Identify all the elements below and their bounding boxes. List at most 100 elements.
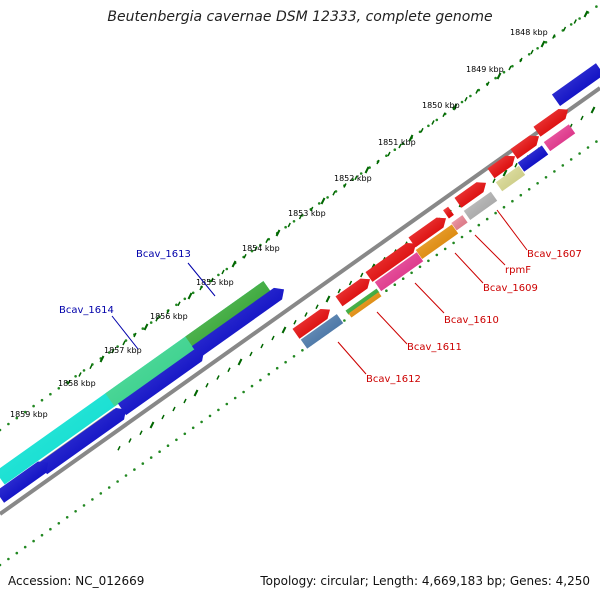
- scale-dot: [107, 486, 111, 489]
- genome-stats-text: Topology: circular; Length: 4,669,183 bp…: [260, 574, 590, 588]
- scale-dot: [259, 378, 262, 382]
- gene-red-g[interactable]: [365, 242, 416, 282]
- scale-dot: [275, 366, 279, 370]
- scale-dot: [494, 211, 497, 215]
- scale-dot: [15, 551, 19, 555]
- scale-dot: [460, 100, 464, 104]
- gene-blue-mid[interactable]: [517, 145, 549, 172]
- scale-dot: [393, 283, 397, 287]
- scale-dot: [301, 349, 304, 352]
- gene-red-c[interactable]: [487, 155, 515, 179]
- scale-dot: [7, 422, 10, 426]
- gene-blue-2[interactable]: [117, 349, 204, 416]
- gene-orange[interactable]: [415, 224, 459, 260]
- callout-bcav_1609: Bcav_1609: [454, 252, 538, 294]
- scale-dot: [536, 182, 539, 185]
- gene-magenta-1610[interactable]: [374, 252, 424, 292]
- gene-blue-4[interactable]: [0, 461, 48, 503]
- gene-red-d[interactable]: [454, 182, 486, 208]
- gene-green-1611[interactable]: [345, 288, 380, 315]
- scale-dot: [0, 428, 2, 432]
- callout-bcav_1612: Bcav_1612: [337, 341, 421, 385]
- scale-dot: [133, 468, 136, 471]
- map-title: Beutenbergia cavernae DSM 12333, complet…: [107, 9, 493, 25]
- scale-dot: [435, 118, 439, 122]
- scale-dot: [401, 142, 405, 145]
- scale-dot: [460, 235, 464, 239]
- scale-dot: [175, 438, 178, 442]
- scale-dot: [578, 152, 581, 155]
- gene-grey[interactable]: [463, 191, 498, 220]
- scale-dot: [553, 170, 556, 173]
- scale-dot: [284, 225, 287, 229]
- kbp-tick: [155, 292, 243, 388]
- scale-dot: [418, 265, 422, 269]
- gene-label-bcav_1609: Bcav_1609: [483, 283, 538, 294]
- scale-dot: [65, 516, 69, 519]
- scale-dot: [519, 193, 523, 197]
- scale-dot: [326, 196, 329, 199]
- scale-dot: [502, 70, 506, 74]
- gene-red-e[interactable]: [443, 206, 454, 219]
- gene-features: [0, 63, 600, 503]
- accession-text: Accession: NC_012669: [8, 574, 145, 588]
- kbp-label: 1851 kbp: [378, 138, 416, 147]
- gene-orange-1611[interactable]: [348, 292, 382, 318]
- kbp-label: 1858 kbp: [58, 379, 96, 388]
- scale-dot: [149, 321, 153, 324]
- scale-dot: [91, 498, 94, 501]
- scale-dot: [536, 47, 539, 50]
- scale-dot: [225, 267, 229, 271]
- gene-steelblue-1612[interactable]: [300, 314, 344, 349]
- kbp-label: 1853 kbp: [288, 209, 326, 218]
- gene-red-i[interactable]: [292, 309, 330, 339]
- gene-blue-1[interactable]: [191, 287, 284, 358]
- gene-red-a[interactable]: [533, 109, 568, 137]
- kbp-label: 1859 kbp: [10, 410, 48, 419]
- gene-yellow[interactable]: [495, 165, 526, 192]
- kbp-tick: [199, 260, 287, 357]
- scale-dot: [32, 539, 35, 543]
- scale-dot: [57, 522, 61, 525]
- gene-label-bcav_1607: Bcav_1607: [527, 249, 582, 260]
- kbp-label: 1854 kbp: [242, 244, 280, 253]
- scale-dot: [233, 396, 237, 400]
- scale-dot: [401, 277, 405, 281]
- gene-red-f[interactable]: [408, 217, 446, 248]
- scale-dot: [578, 17, 581, 20]
- gene-blue-3[interactable]: [38, 408, 126, 475]
- callout-bcav_1614: Bcav_1614: [59, 305, 139, 350]
- scale-dot: [183, 432, 187, 436]
- scale-dot: [0, 563, 2, 567]
- scale-dot: [292, 220, 296, 223]
- scale-dot: [242, 390, 245, 394]
- scale-dot: [469, 94, 472, 98]
- scale-dot: [158, 450, 161, 454]
- scale-dot: [393, 148, 397, 151]
- scale-dot: [40, 533, 44, 537]
- genome-backbone: [0, 86, 600, 516]
- scale-dot: [443, 247, 447, 251]
- scale-dot: [217, 273, 220, 277]
- gene-red-h[interactable]: [335, 278, 370, 307]
- scale-dot: [351, 178, 355, 181]
- scale-dot: [141, 327, 145, 330]
- gene-green-1613[interactable]: [185, 281, 273, 350]
- kbp-tick: [111, 323, 199, 420]
- gene-magenta-top[interactable]: [543, 124, 576, 152]
- scale-dot: [15, 416, 19, 420]
- scale-dot: [511, 199, 514, 203]
- scale-dot: [141, 462, 145, 465]
- scale-dot: [250, 384, 254, 388]
- scale-dot: [191, 426, 195, 430]
- gene-blue-top[interactable]: [551, 63, 600, 106]
- scale-dot: [225, 402, 229, 406]
- gene-red-b[interactable]: [510, 135, 539, 159]
- kbp-label: 1857 kbp: [104, 346, 142, 355]
- gene-pink-rpmf[interactable]: [451, 215, 468, 231]
- scale-dot: [99, 492, 103, 495]
- scale-dot: [158, 315, 161, 319]
- kbp-tick: [67, 355, 155, 451]
- scale-dot: [23, 410, 27, 414]
- scale-dot: [217, 408, 220, 412]
